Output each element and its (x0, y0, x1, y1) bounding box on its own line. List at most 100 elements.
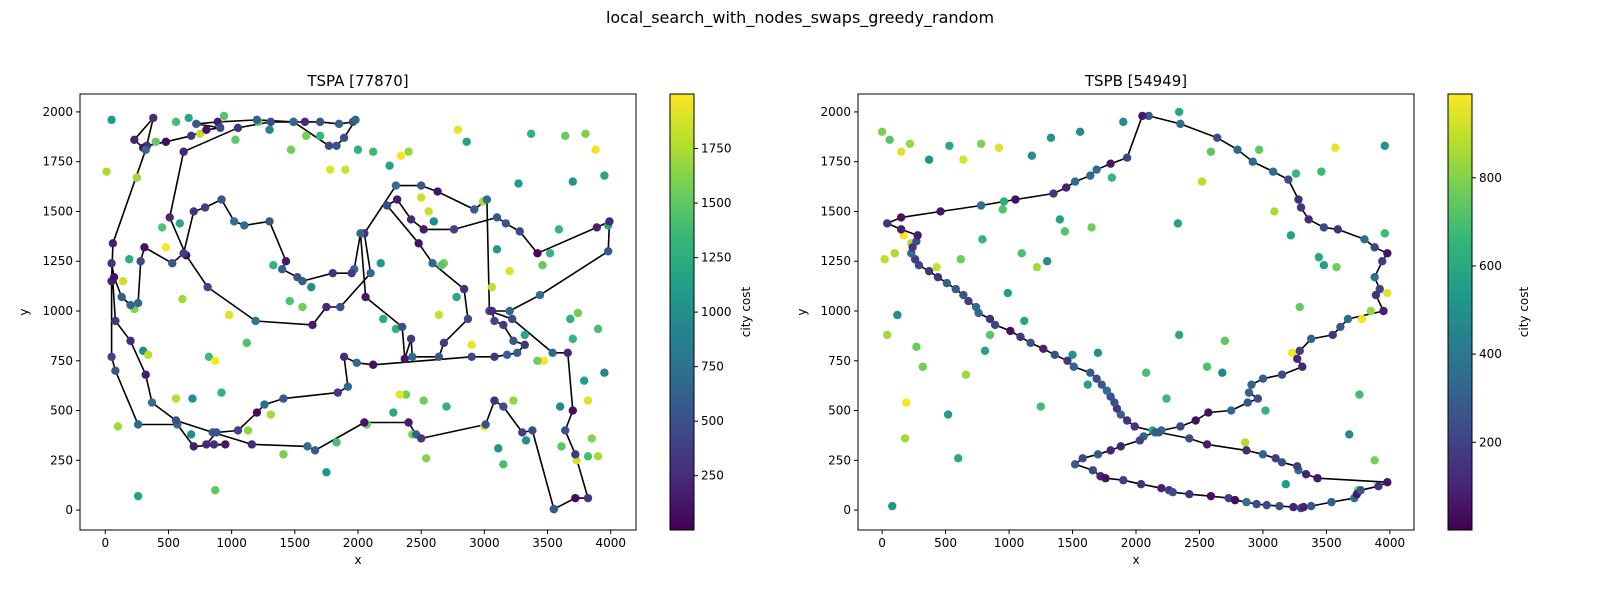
city-point (492, 245, 502, 254)
city-point (1254, 145, 1264, 154)
city-point (539, 356, 548, 365)
tour-city-point (1202, 440, 1212, 449)
tour-city-point (391, 181, 401, 190)
city-point (882, 330, 892, 340)
tour-city-point (339, 352, 349, 361)
x-tick-label: 2500 (406, 536, 437, 550)
city-point (1093, 348, 1103, 358)
chart-title: TSPB [54949] (1084, 72, 1187, 90)
tour-city-point (133, 298, 143, 308)
colorbar-tick-label: 400 (1479, 347, 1502, 361)
tour-city-point (1116, 442, 1125, 451)
tour-city-point (1119, 476, 1128, 485)
tour-city-point (187, 131, 196, 141)
tour-city-point (1227, 406, 1236, 415)
tour-city-point (490, 396, 499, 405)
tour-city-point (1244, 388, 1254, 397)
tour-city-point (141, 145, 150, 154)
tour-city-point (419, 225, 428, 234)
tour-city-point (252, 115, 262, 125)
y-tick-label: 1250 (42, 254, 73, 268)
tour-city-point (229, 217, 239, 226)
city-point (573, 308, 583, 318)
tour-city-point (339, 133, 349, 142)
city-point (1141, 368, 1151, 377)
tour-city-point (1336, 322, 1345, 332)
tour-city-point (505, 306, 514, 316)
city-point (499, 460, 508, 469)
tour-city-point (1092, 165, 1101, 174)
city-point (600, 171, 609, 180)
city-point (424, 207, 433, 216)
tour-city-point (463, 314, 473, 324)
tour-city-point (1176, 119, 1185, 129)
tour-city-point (1138, 111, 1147, 121)
tour-city-point (217, 195, 226, 204)
city-point (978, 235, 987, 244)
city-point (900, 434, 910, 443)
tour-city-point (260, 400, 269, 409)
tour-city-point (414, 239, 423, 248)
city-point (959, 155, 968, 164)
tour-city-point (449, 225, 459, 234)
colorbar (1447, 93, 1473, 531)
city-point (521, 436, 531, 445)
tour-city-point (408, 352, 417, 361)
city-point (467, 340, 476, 350)
city-point (902, 398, 911, 407)
tour-city-point (1374, 482, 1383, 491)
city-point (224, 310, 234, 320)
tour-city-point (1306, 501, 1316, 511)
city-point (994, 143, 1004, 152)
tour-city-point (1313, 474, 1322, 483)
tour-city-point (1122, 416, 1132, 425)
x-tick-label: 1500 (280, 536, 311, 550)
city-point (1027, 151, 1037, 160)
tour-city-point (404, 418, 413, 427)
tour-city-point (192, 119, 201, 129)
city-point (1075, 127, 1085, 137)
tour-city-point (896, 225, 906, 234)
city-point (1060, 227, 1070, 236)
tour-city-point (976, 201, 986, 210)
tour-city-point (289, 117, 298, 127)
tour-city-point (1360, 235, 1369, 244)
city-point (315, 131, 325, 141)
city-point (178, 294, 187, 304)
tour-city-point (592, 223, 602, 232)
city-point (918, 362, 927, 371)
x-tick-label: 4000 (1375, 536, 1406, 550)
tour-city-point (507, 314, 517, 324)
tour-city-point (1213, 133, 1222, 142)
plot-area-1 (79, 93, 637, 531)
city-point (533, 356, 542, 365)
tour-city-point (1370, 272, 1379, 282)
tour-city-point (490, 352, 499, 361)
tour-city-point (1301, 470, 1311, 479)
tour-city-point (1026, 338, 1035, 348)
city-point (1270, 207, 1279, 216)
tour-city-point (1168, 487, 1178, 497)
city-point (391, 324, 401, 334)
colorbar-tick-label: 750 (701, 360, 724, 374)
city-point (954, 454, 963, 463)
tour-city-point (1088, 466, 1098, 475)
tour-city-point (481, 420, 490, 429)
city-point (554, 225, 564, 234)
tour-city-point (136, 257, 145, 266)
tour-city-point (360, 418, 369, 427)
tour-city-point (361, 292, 370, 302)
y-tick-label: 500 (828, 404, 851, 418)
city-point (269, 261, 278, 270)
city-point (437, 261, 446, 270)
tour-city-point (1306, 334, 1316, 344)
tour-city-point (1011, 195, 1020, 204)
tour-city-point (310, 446, 320, 455)
city-point (265, 125, 274, 135)
tour-city-point (487, 306, 497, 316)
x-tick-label: 3000 (1248, 536, 1279, 550)
city-point (211, 485, 220, 495)
city-point (419, 396, 428, 405)
x-tick-label: 3500 (1311, 536, 1342, 550)
city-point (568, 177, 578, 186)
